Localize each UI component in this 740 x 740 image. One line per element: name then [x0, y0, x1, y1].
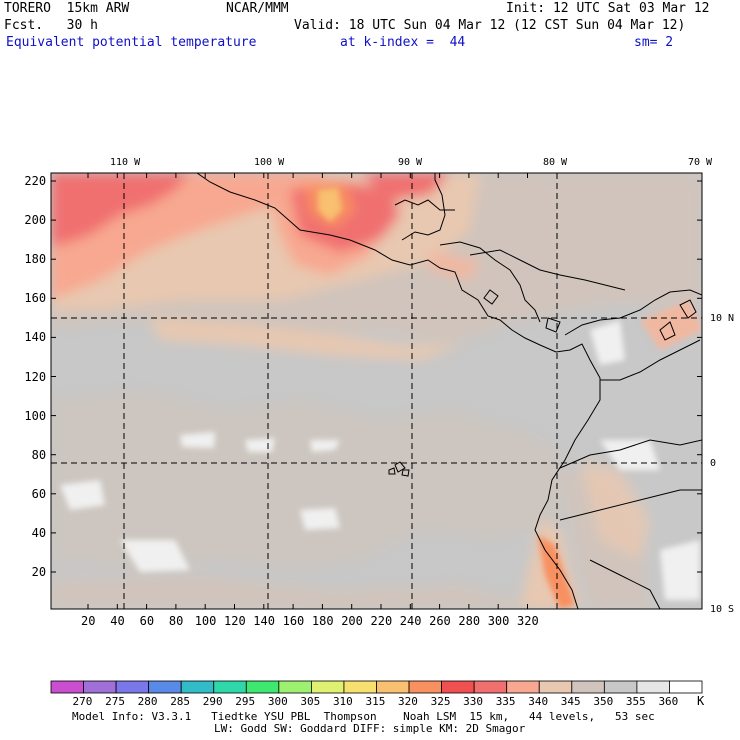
- field-name: Equivalent potential temperature: [6, 35, 257, 50]
- y-tick-label: 40: [31, 525, 47, 540]
- colorbar-label: 330: [463, 695, 484, 708]
- colorbar-label: 360: [658, 695, 679, 708]
- colorbar-label: 275: [105, 695, 125, 708]
- colorbar-swatch: [50, 680, 84, 694]
- graticule: [51, 173, 702, 609]
- coastlines: [196, 173, 702, 609]
- x-tick-label: 20: [81, 614, 96, 628]
- colorbar-swatch: [245, 680, 280, 694]
- organization: NCAR/MMM: [226, 1, 289, 16]
- lat-label: 10 S: [710, 604, 735, 615]
- colorbar-swatch: [376, 680, 410, 694]
- colorbar-swatch: [343, 680, 377, 694]
- model-info: Model Info: V3.3.1 Tiedtke YSU PBL Thomp…: [72, 710, 655, 723]
- valid-time: Valid: 18 UTC Sun 04 Mar 12 (12 CST Sun …: [294, 18, 686, 33]
- x-tick-label: 120: [224, 614, 246, 628]
- y-tick-label: 120: [24, 369, 47, 384]
- x-tick-label: 140: [253, 614, 275, 628]
- colorbar-swatch: [603, 680, 638, 694]
- colorbar-label: 295: [235, 695, 256, 708]
- colorbar-label: 350: [593, 695, 614, 708]
- y-tick-label: 220: [24, 174, 47, 188]
- colorbar-swatch: [310, 680, 345, 694]
- x-tick-label: 300: [487, 614, 510, 628]
- x-tick-label: 60: [139, 614, 155, 628]
- x-tick-label: 200: [341, 614, 363, 628]
- lon-label: 70 W: [688, 157, 713, 168]
- level-index: at k-index = 44: [340, 35, 466, 50]
- x-tick-label: 260: [429, 614, 451, 628]
- colorbar-swatch: [213, 680, 247, 694]
- colorbar-swatch: [278, 680, 312, 694]
- forecast-hour: Fcst. 30 h: [4, 18, 98, 33]
- colorbar-swatch: [669, 680, 703, 694]
- colorbar-swatch: [441, 680, 475, 694]
- x-tick-label: 40: [110, 614, 125, 628]
- colorbar-label: 315: [365, 695, 386, 708]
- x-tick-label: 80: [168, 614, 184, 628]
- colorbar-unit: K: [697, 694, 705, 708]
- map-field: [51, 173, 702, 609]
- colorbar-label: 355: [625, 695, 646, 708]
- colorbar-label: 305: [300, 695, 321, 708]
- colorbar-swatch: [115, 680, 150, 694]
- colorbar-label: 285: [170, 695, 191, 708]
- y-tick-label: 160: [24, 291, 47, 306]
- init-time: Init: 12 UTC Sat 03 Mar 12: [506, 1, 710, 16]
- colorbar-swatch: [473, 680, 508, 694]
- colorbar-label: 320: [398, 695, 418, 708]
- smoothing: sm= 2: [634, 35, 674, 50]
- colorbar-label: 280: [137, 695, 158, 708]
- colorbar-swatch: [538, 680, 573, 694]
- colorbar-label: 335: [495, 695, 516, 708]
- map-frame: [50, 172, 703, 610]
- lon-label: 100 W: [254, 157, 285, 168]
- y-tick-label: 180: [24, 252, 47, 267]
- colorbar-swatch: [506, 680, 540, 694]
- colorbar-swatch: [148, 680, 182, 694]
- x-tick-label: 280: [458, 614, 481, 628]
- lat-label: 0: [710, 458, 717, 469]
- colorbar-swatch: [636, 680, 670, 694]
- x-tick-label: 180: [311, 614, 334, 628]
- y-tick-label: 20: [31, 565, 47, 579]
- x-tick-label: 100: [194, 614, 217, 628]
- colorbar-swatch: [571, 680, 605, 694]
- colorbar-label: 270: [72, 695, 93, 708]
- lon-label: 110 W: [110, 157, 141, 168]
- x-tick-label: 220: [370, 614, 393, 628]
- x-tick-label: 240: [399, 614, 422, 628]
- colorbar-swatch: [83, 680, 117, 694]
- x-tick-label: 160: [282, 614, 305, 628]
- x-tick-label: 320: [517, 614, 539, 628]
- y-tick-label: 60: [31, 486, 47, 501]
- model-physics: LW: Godd SW: Goddard DIFF: simple KM: 2D…: [214, 722, 526, 735]
- lat-label: 10 N: [710, 313, 735, 324]
- colorbar-label: 340: [528, 695, 549, 708]
- colorbar-label: 290: [202, 695, 223, 708]
- model-name: TORERO 15km ARW: [4, 1, 130, 16]
- y-tick-label: 140: [24, 330, 47, 345]
- colorbar-label: 310: [332, 695, 353, 708]
- lon-label: 80 W: [543, 157, 568, 168]
- y-tick-label: 80: [31, 447, 47, 462]
- epot-map: [50, 172, 703, 610]
- colorbar-swatch: [180, 680, 215, 694]
- colorbar-label: 345: [560, 695, 581, 708]
- colorbar-label: 300: [267, 695, 288, 708]
- y-tick-label: 100: [24, 408, 47, 423]
- colorbar-label: 325: [430, 695, 451, 708]
- y-tick-label: 200: [24, 213, 47, 228]
- colorbar-swatch: [408, 680, 442, 694]
- axis-ticks: [51, 173, 702, 609]
- lon-label: 90 W: [398, 157, 423, 168]
